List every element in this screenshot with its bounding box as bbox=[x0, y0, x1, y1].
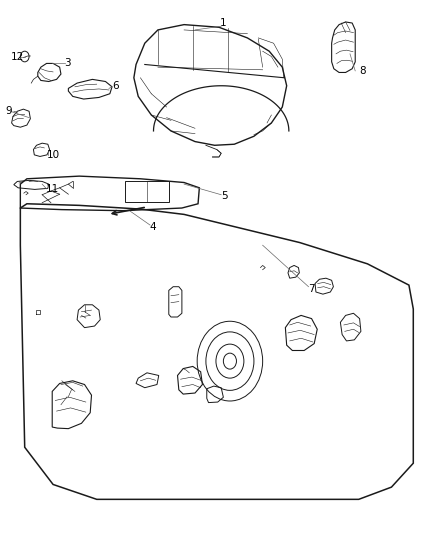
Text: 12: 12 bbox=[11, 52, 24, 61]
Text: 1: 1 bbox=[220, 18, 227, 28]
Text: 8: 8 bbox=[359, 66, 366, 76]
Bar bbox=[125, 181, 169, 201]
Text: 7: 7 bbox=[308, 284, 315, 294]
Text: 9: 9 bbox=[5, 106, 12, 116]
Text: 3: 3 bbox=[64, 59, 71, 68]
Text: 5: 5 bbox=[221, 191, 228, 201]
Text: 10: 10 bbox=[46, 150, 60, 160]
Text: 11: 11 bbox=[46, 184, 59, 195]
Text: 4: 4 bbox=[149, 222, 156, 232]
Text: 6: 6 bbox=[112, 82, 118, 91]
